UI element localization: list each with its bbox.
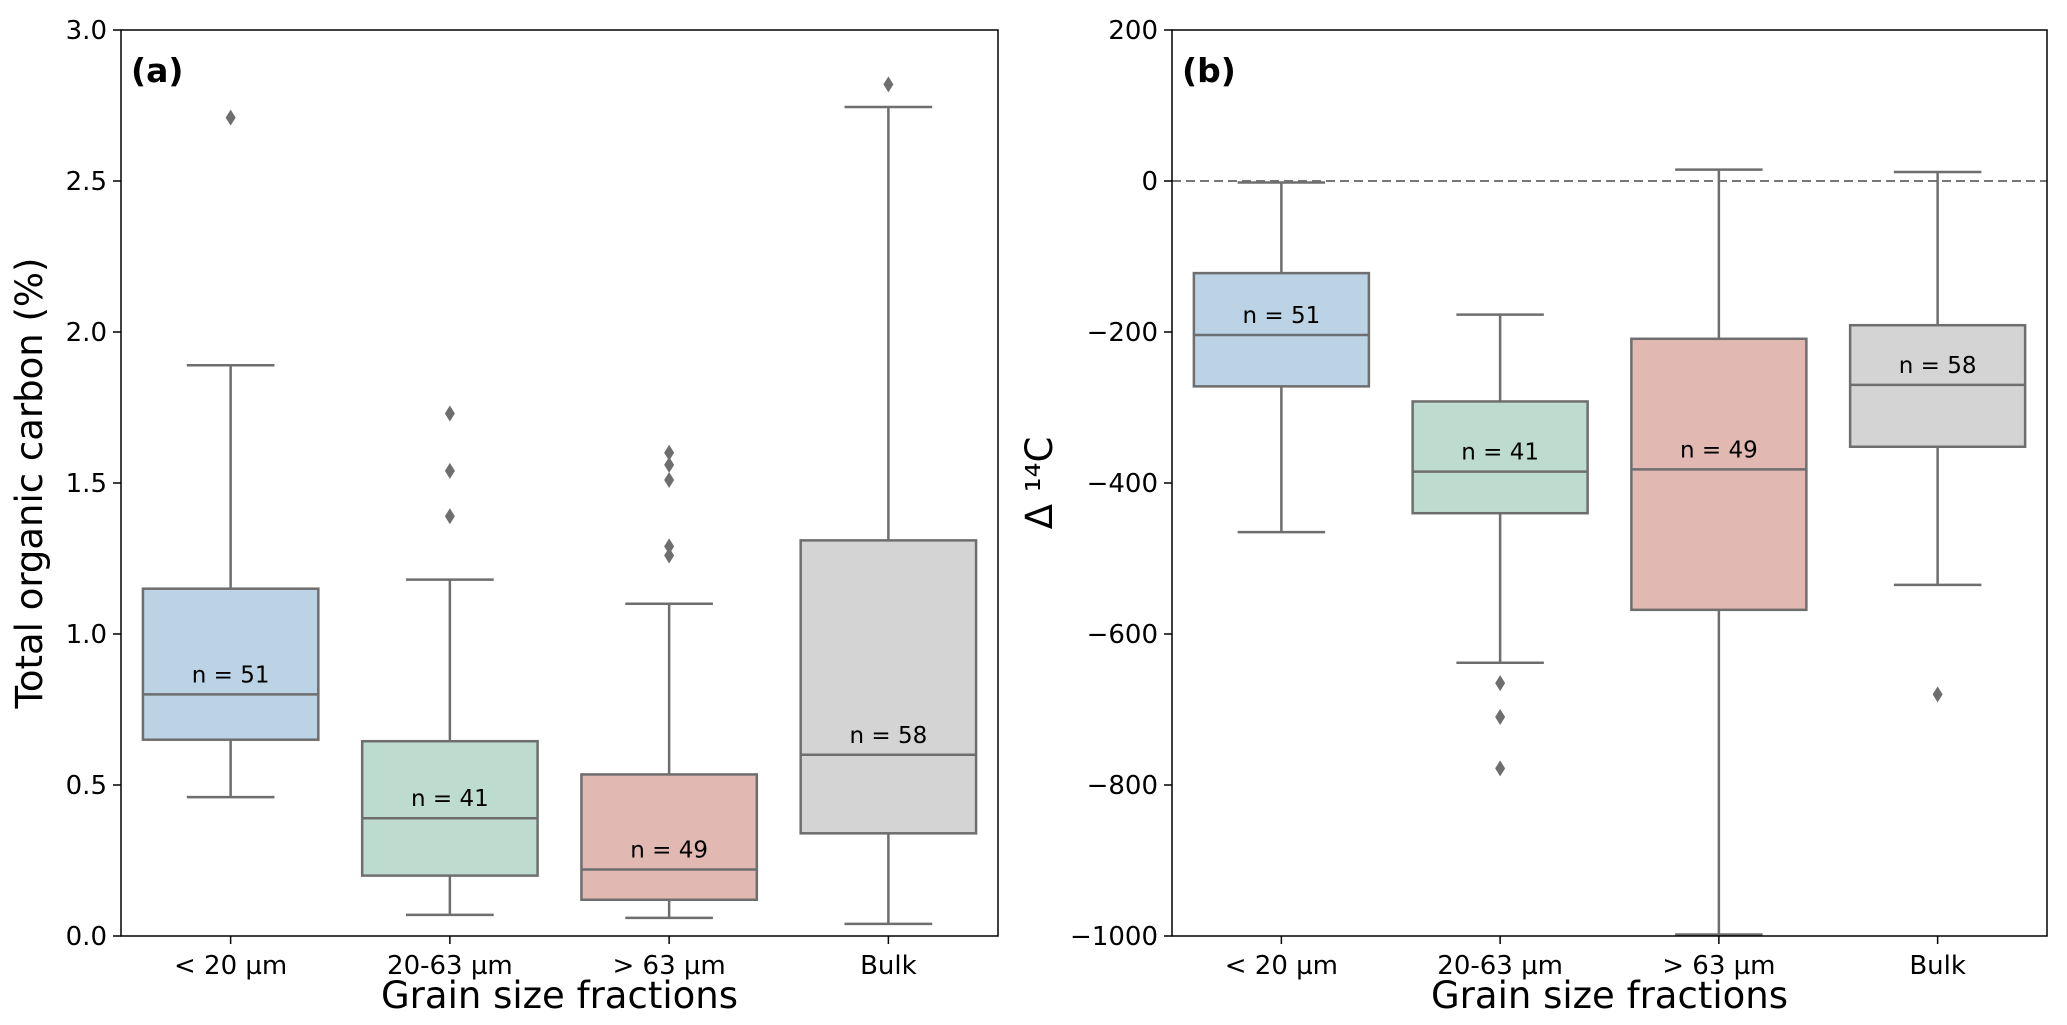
y-tick-label: 3.0 (66, 16, 107, 46)
outlier-point (664, 444, 675, 461)
panel-b: n = 51 < 20 µm n = 41 20-63 µm n = 49 > 63 µm… (1018, 16, 2048, 1017)
y-tick-label: 2.0 (66, 318, 107, 348)
n-label: n = 49 (630, 838, 708, 864)
box-1: n = 41 (360, 405, 539, 917)
y-tick-label: 1.5 (66, 469, 107, 499)
x-tick-label: Bulk (860, 951, 917, 981)
n-label: n = 58 (1899, 353, 1977, 379)
n-label: n = 51 (1243, 303, 1321, 329)
y-axis-label: Total organic carbon (%) (8, 258, 51, 710)
box-iqr (141, 587, 320, 741)
box-iqr (1192, 271, 1371, 388)
y-tick-label: −400 (1087, 469, 1158, 499)
panel-label: (a) (131, 51, 183, 90)
y-tick-label: −800 (1087, 771, 1158, 801)
outlier-point (444, 462, 455, 479)
panel-a: n = 51 < 20 µm n = 41 20-63 µm n = 49 > 63 µm… (8, 16, 999, 1017)
outlier-point (225, 109, 236, 126)
box-0: n = 51 (141, 109, 320, 799)
x-axis-label: Grain size fractions (381, 974, 738, 1017)
axes-frame (1171, 29, 2048, 937)
box-iqr (360, 739, 539, 877)
x-tick-label: Bulk (1909, 951, 1966, 981)
y-tick-label: 2.5 (66, 167, 107, 197)
y-tick-label: 1.0 (66, 620, 107, 650)
outlier-point (664, 471, 675, 488)
box-iqr (1411, 400, 1589, 515)
x-tick-label: 20-63 µm (387, 951, 513, 981)
box-0: n = 51 (1192, 181, 1371, 534)
outlier-point (1932, 686, 1943, 703)
outlier-point (664, 538, 675, 555)
n-label: n = 58 (850, 723, 928, 749)
n-label: n = 49 (1680, 437, 1758, 463)
outlier-point (664, 456, 675, 473)
n-label: n = 51 (192, 662, 270, 688)
outlier-point (444, 508, 455, 525)
box-3: n = 58 (799, 76, 978, 926)
x-axis-label: Grain size fractions (1431, 974, 1788, 1017)
outlier-point (1495, 709, 1506, 726)
outlier-point (883, 76, 894, 93)
outlier-point (1495, 760, 1506, 777)
n-label: n = 41 (1461, 440, 1539, 466)
x-tick-label: > 63 µm (1662, 951, 1775, 981)
y-axis-label: Δ ¹⁴C (1018, 437, 1061, 530)
y-tick-label: 0.5 (66, 771, 107, 801)
box-2: n = 49 (580, 444, 759, 920)
y-tick-label: 0.0 (66, 922, 107, 952)
y-tick-label: 0 (1141, 167, 1158, 197)
y-tick-label: −200 (1087, 318, 1158, 348)
y-tick-label: −600 (1087, 620, 1158, 650)
box-iqr (799, 539, 978, 835)
y-tick-label: −1000 (1070, 922, 1158, 952)
x-tick-label: < 20 µm (174, 951, 287, 981)
box-1: n = 41 (1411, 313, 1589, 777)
box-iqr (1630, 337, 1808, 612)
axes-frame (120, 29, 999, 937)
outlier-point (664, 547, 675, 564)
x-tick-label: > 63 µm (612, 951, 725, 981)
x-tick-label: 20-63 µm (1437, 951, 1563, 981)
n-label: n = 41 (411, 786, 489, 812)
box-2: n = 49 (1630, 168, 1808, 936)
box-iqr (580, 773, 759, 902)
x-tick-label: < 20 µm (1225, 951, 1338, 981)
y-tick-label: 200 (1108, 16, 1158, 46)
panel-label: (b) (1182, 51, 1236, 90)
outlier-point (1495, 675, 1506, 692)
outlier-point (444, 405, 455, 422)
box-3: n = 58 (1848, 170, 2027, 703)
